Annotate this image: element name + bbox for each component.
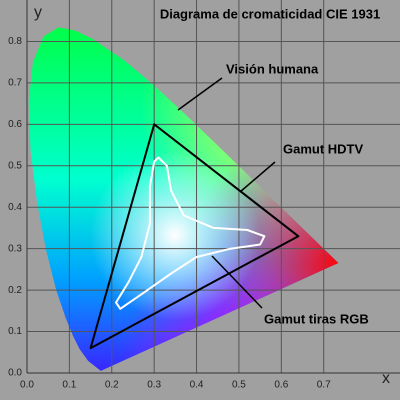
x-tick-label: 0.3	[147, 380, 161, 391]
x-tick-label: 0.0	[20, 380, 34, 391]
leader-line	[239, 161, 276, 193]
y-tick-label: 0.8	[8, 36, 22, 47]
y-tick-label: 0.7	[8, 78, 22, 89]
x-tick-label: 0.5	[232, 380, 246, 391]
annotation: Gamut tiras RGB	[264, 311, 369, 326]
y-tick-label: 0.4	[8, 202, 22, 213]
y-tick-label: 0.1	[8, 326, 22, 337]
y-tick-label: 0.5	[8, 160, 22, 171]
x-tick-label: 0.1	[62, 380, 76, 391]
gamut-outline	[115, 156, 266, 310]
x-tick-label: 0.7	[317, 380, 331, 391]
x-axis-label: x	[382, 370, 390, 387]
x-tick-label: 0.2	[105, 380, 119, 391]
leader-line	[211, 255, 263, 309]
y-tick-label: 0.3	[8, 243, 22, 254]
gamut-outline	[89, 123, 300, 350]
chart-title: Diagrama de cromaticidad CIE 1931	[160, 6, 380, 21]
annotation: Visión humana	[226, 61, 319, 76]
x-tick-label: 0.4	[190, 380, 204, 391]
y-tick-label: 0.6	[8, 119, 22, 130]
leader-line	[177, 77, 223, 111]
y-tick-label: 0.2	[8, 285, 22, 296]
y-axis-label: y	[34, 4, 42, 21]
y-tick-label: 0.0	[8, 368, 22, 379]
annotation: Gamut HDTV	[283, 141, 364, 156]
x-tick-label: 0.6	[274, 380, 288, 391]
